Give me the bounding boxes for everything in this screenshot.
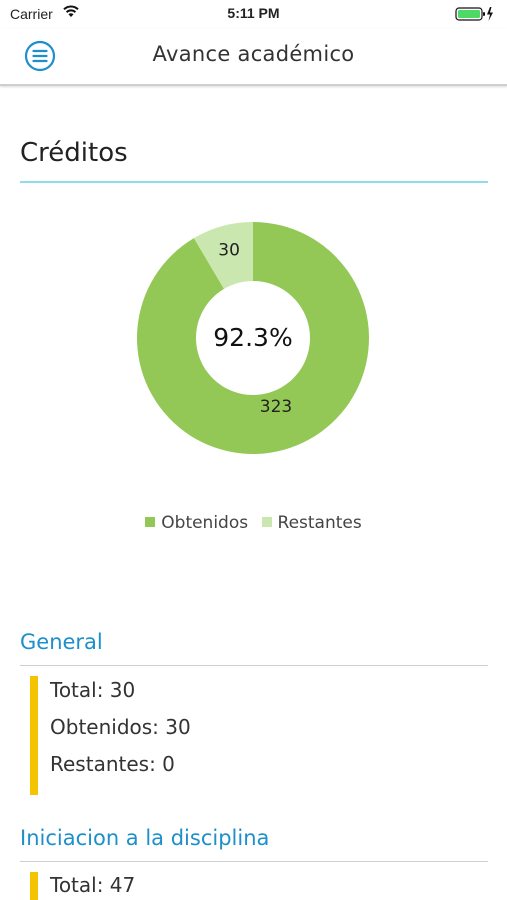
carrier-label: Carrier bbox=[10, 6, 53, 22]
credits-donut-chart: 323 30 92.3% bbox=[137, 222, 369, 454]
page-title: Avance académico bbox=[152, 42, 355, 66]
navigation-bar: Avance académico bbox=[0, 28, 507, 86]
slice-label-remaining: 30 bbox=[218, 241, 240, 261]
group-remaining: Restantes: 0 bbox=[50, 752, 175, 776]
group-accent-bar bbox=[30, 872, 38, 900]
group-title-iniciacion: Iniciacion a la disciplina bbox=[20, 826, 270, 850]
group-divider bbox=[20, 665, 488, 666]
credits-section-title: Créditos bbox=[20, 138, 128, 168]
hamburger-menu-icon[interactable] bbox=[24, 40, 56, 72]
donut-svg: 323 30 92.3% bbox=[137, 222, 369, 454]
legend-swatch-obtained bbox=[145, 517, 156, 527]
battery-charging-icon bbox=[455, 6, 495, 26]
group-total: Total: 30 bbox=[50, 678, 136, 702]
chart-legend: Obtenidos Restantes bbox=[0, 513, 507, 533]
legend-label-remaining: Restantes bbox=[277, 513, 362, 533]
legend-label-obtained: Obtenidos bbox=[161, 513, 249, 533]
section-divider bbox=[20, 181, 488, 183]
group-obtained: Obtenidos: 30 bbox=[50, 715, 191, 739]
legend-item-obtained: Obtenidos bbox=[145, 513, 248, 533]
legend-item-remaining: Restantes bbox=[261, 513, 362, 533]
status-bar: Carrier 5:11 PM bbox=[0, 0, 507, 28]
group-total: Total: 47 bbox=[50, 873, 136, 897]
status-time: 5:11 PM bbox=[227, 5, 280, 21]
slice-label-obtained: 323 bbox=[260, 397, 292, 417]
group-accent-bar bbox=[30, 676, 38, 795]
group-title-general: General bbox=[20, 630, 103, 654]
slice-obtained bbox=[137, 222, 369, 454]
donut-center-label: 92.3% bbox=[213, 323, 292, 352]
slice-remaining bbox=[193, 222, 253, 289]
group-divider bbox=[20, 861, 488, 862]
wifi-icon bbox=[62, 4, 80, 22]
legend-swatch-remaining bbox=[261, 517, 272, 527]
